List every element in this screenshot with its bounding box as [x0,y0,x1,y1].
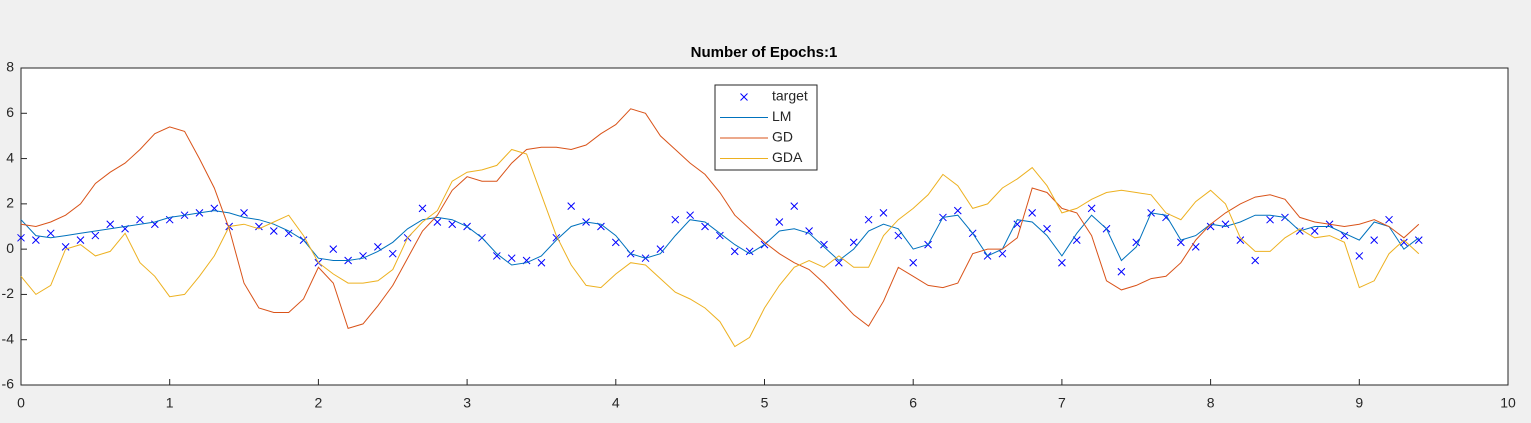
y-tick-label: 4 [6,149,14,165]
target-marker [76,236,85,244]
legend-label: LM [772,108,791,124]
target-marker [448,220,457,229]
target-marker [61,243,70,251]
target-marker [537,258,546,267]
target-marker [1236,236,1245,244]
target-marker [374,243,382,251]
target-marker [433,218,442,226]
y-tick-label: -2 [2,285,15,301]
target-marker [775,218,784,226]
legend-swatch [740,93,748,101]
y-tick-label: 8 [6,59,14,75]
target-marker [849,238,858,247]
target-marker [998,249,1007,258]
legend-label: GD [772,129,793,145]
target-marker [255,222,263,231]
target-marker [1310,227,1319,235]
x-tick-label: 9 [1355,395,1363,411]
target-marker [879,209,888,217]
target-marker [1414,236,1423,244]
target-marker [269,227,278,235]
y-tick-label: 6 [6,104,14,120]
target-marker [730,247,739,256]
target-marker [17,233,25,242]
target-marker [240,209,248,217]
target-marker [716,231,724,240]
y-tick-label: 0 [6,240,14,256]
x-tick-label: 7 [1058,395,1066,411]
chart-title: Number of Epochs:1 [691,44,838,61]
series-line [20,108,1420,330]
target-marker [1043,224,1051,233]
y-tick-label: -6 [2,376,15,392]
x-tick-label: 8 [1207,395,1215,411]
x-tick-label: 0 [17,395,25,411]
target-marker [790,202,799,210]
target-marker [745,247,754,256]
x-tick-label: 1 [166,395,174,411]
target-marker [909,258,918,267]
target-marker [1370,236,1379,244]
series-line [20,148,1420,348]
target-marker [106,220,115,229]
target-marker [671,215,680,224]
target-marker [1028,209,1037,217]
target-marker [91,231,100,240]
target-marker [611,238,620,247]
x-tick-label: 5 [761,395,769,411]
target-marker [864,215,873,224]
target-marker [567,202,576,210]
target-marker [1251,256,1260,265]
target-marker [1266,215,1274,224]
target-marker [507,254,516,263]
target-marker [284,229,293,238]
target-marker [1013,220,1022,229]
x-tick-label: 4 [612,395,620,411]
target-marker [418,204,427,213]
target-marker [1385,215,1393,224]
target-marker [686,211,695,220]
target-marker [1191,243,1200,251]
x-tick-label: 10 [1500,395,1516,411]
x-tick-label: 3 [463,395,471,411]
target-marker [1058,258,1066,267]
target-marker [1117,267,1126,276]
target-marker [953,206,962,215]
target-marker [1087,204,1096,213]
target-marker [1355,252,1364,260]
target-marker [46,229,55,238]
target-marker [329,245,338,253]
x-tick-label: 2 [315,395,323,411]
target-marker [894,231,903,240]
legend-label: target [772,88,808,104]
target-marker [805,227,813,235]
target-marker [1177,238,1185,247]
series-line [20,210,1420,266]
target-marker [492,252,501,260]
legend-box [714,84,818,171]
legend-label: GDA [772,149,803,165]
legend: target LM GD GDA [714,84,818,171]
target-marker [388,249,397,258]
y-tick-label: -4 [2,330,15,346]
target-marker [1340,231,1349,240]
target-marker [1132,238,1141,247]
target-marker [136,215,144,224]
target-marker [820,240,828,249]
y-tick-label: 2 [6,195,14,211]
target-marker [834,258,843,267]
target-marker [32,236,40,244]
x-tick-label: 6 [909,395,917,411]
